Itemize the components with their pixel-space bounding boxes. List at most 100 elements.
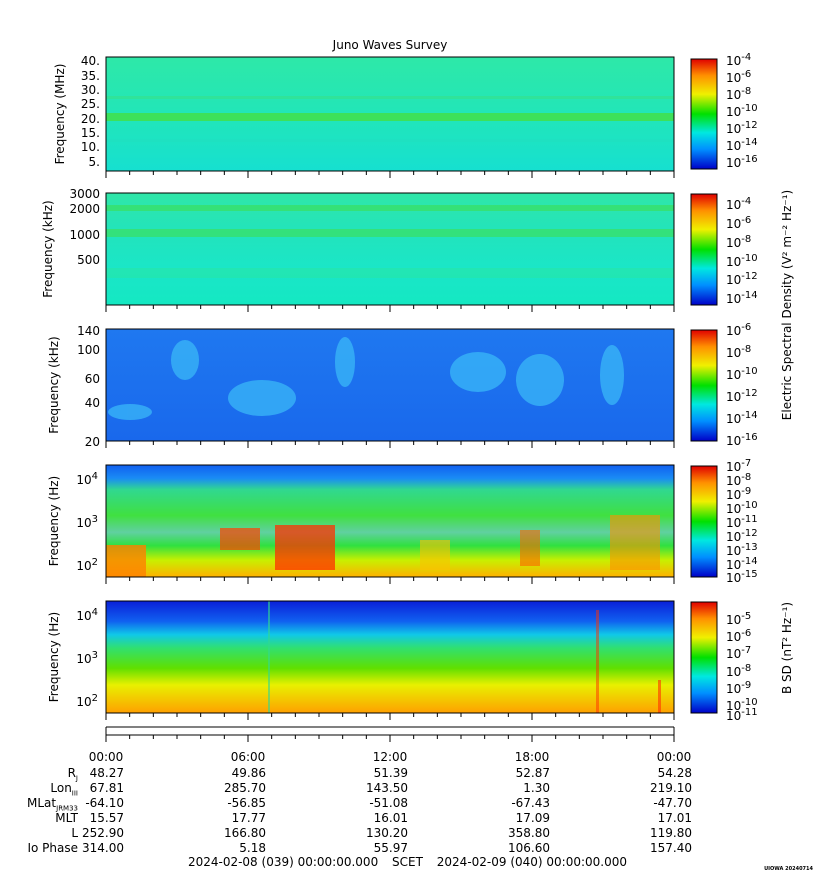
panel-5-yticks: 104 103 102 <box>76 607 98 709</box>
ephemeris-value: 54.28 <box>657 766 692 780</box>
footer-end: 2024-02-09 (040) 00:00:00.000 <box>436 855 628 869</box>
cbar-tick: 10-5 <box>726 611 751 627</box>
panel-3-spectrogram <box>106 329 674 441</box>
panel-5-colorbar <box>690 601 718 714</box>
panel-1-yticks: 40. 35. 30. 25. 20. 15. 10. 5. <box>81 54 100 169</box>
panel-1-band <box>106 96 674 99</box>
ytick-label: 2000 <box>69 202 100 216</box>
cbar-tick: 10-15 <box>726 569 758 585</box>
panel-2-colorbar <box>690 193 718 306</box>
cbar-tick: 10-6 <box>726 215 751 231</box>
ephemeris-row-label: L <box>71 826 78 840</box>
emission-patch <box>516 354 564 406</box>
cbar-exp: -12 <box>741 528 757 539</box>
cbar-exp: -11 <box>741 514 757 525</box>
footer-start: 2024-02-08 (039) 00:00:00.000 <box>187 855 379 869</box>
ytick-exp: 2 <box>92 557 98 568</box>
time-tick-label: 00:00 <box>656 750 692 764</box>
panel-3: Frequency (kHz) 140 100 60 40 20 10-6 10… <box>47 322 758 449</box>
time-tick-label: 06:00 <box>230 750 266 764</box>
panel-1: Frequency (MHz) 40. 35. 30. 25. 20. 15. … <box>53 52 758 172</box>
electric-colorbar-label: Electric Spectral Density (V² m⁻² Hz⁻¹) <box>780 190 794 420</box>
ytick-label: 100 <box>77 343 100 357</box>
panel-5-ylabel: Frequency (Hz) <box>47 612 61 703</box>
figure-title: Juno Waves Survey <box>332 38 448 52</box>
emission-patch <box>228 380 296 416</box>
cbar-tick: 10-10 <box>726 366 758 382</box>
ytick-label: 30. <box>81 83 100 97</box>
emission-line <box>268 601 270 713</box>
panel-4-yticks: 104 103 102 <box>76 471 98 573</box>
ephemeris-row-sub: J <box>75 774 78 783</box>
cbar-tick: 10-8 <box>726 344 751 360</box>
ephemeris-value: 15.57 <box>89 811 124 825</box>
cbar-tick: 10-12 <box>726 388 758 404</box>
panel-4-colorbar-ticks: 10-7 10-8 10-9 10-10 10-11 10-12 10-13 1… <box>726 458 758 585</box>
ytick-exp: 4 <box>92 607 98 618</box>
ephemeris-value: 119.80 <box>650 826 692 840</box>
cbar-tick: 10-14 <box>726 290 758 306</box>
ytick-label: 35. <box>81 69 100 83</box>
ytick-label: 40 <box>85 396 100 410</box>
panel-1-colorbar <box>690 58 718 170</box>
ephemeris-value: 166.80 <box>224 826 266 840</box>
cbar-exp: -15 <box>741 569 757 580</box>
ytick-label: 20 <box>85 435 100 449</box>
cbar-exp: -8 <box>741 86 751 97</box>
magnetic-label-main: B SD (nT² Hz⁻¹) <box>780 602 794 694</box>
emission-patch <box>420 540 450 570</box>
ephemeris-row-sub: III <box>71 789 78 798</box>
ytick-label: 3000 <box>69 187 100 201</box>
ephemeris-table: RJ 48.27 49.86 51.39 52.87 54.28 LonIII 67.81 28… <box>0 765 815 855</box>
cbar-exp: -12 <box>741 388 757 399</box>
ephemeris-value: 17.09 <box>515 811 550 825</box>
ephemeris-value: 1.30 <box>523 781 550 795</box>
ephemeris-value: 130.20 <box>366 826 408 840</box>
cbar-exp: -13 <box>741 542 757 553</box>
emission-line <box>596 610 599 713</box>
cbar-tick: 10-8 <box>726 663 751 679</box>
ephemeris-row-label: RJ <box>67 766 78 783</box>
ytick-label: 40. <box>81 54 100 68</box>
ephemeris-row-sub: JRM33 <box>56 804 78 813</box>
cbar-tick: 10-6 <box>726 628 751 644</box>
panel-1-band <box>106 139 674 142</box>
panel-4-spectrogram <box>106 465 674 577</box>
cbar-tick: 10-4 <box>726 52 751 68</box>
ephemeris-value: 106.60 <box>508 841 550 855</box>
panel-5-colorbar-ticks: 10-5 10-6 10-7 10-8 10-9 10-10 10-11 <box>726 611 758 723</box>
cbar-tick: 10-16 <box>726 154 758 170</box>
ephemeris-row-label: LonIII <box>50 781 78 798</box>
ephemeris-value: 55.97 <box>373 841 408 855</box>
panel-2-yticks: 3000 2000 1000 500 <box>69 187 100 267</box>
cbar-exp: -6 <box>741 628 751 639</box>
ephemeris-value: 51.39 <box>373 766 408 780</box>
panel-3-ylabel: Frequency (kHz) <box>47 336 61 433</box>
ytick-label: 104 <box>76 471 98 487</box>
panel-4-colorbar <box>690 465 718 578</box>
cbar-exp: -16 <box>741 432 757 443</box>
emission-patch <box>171 340 199 380</box>
ephemeris-value: 48.27 <box>89 766 124 780</box>
ephemeris-value: -47.70 <box>653 796 692 810</box>
panel-2-ylabel: Frequency (kHz) <box>41 200 55 297</box>
ephemeris-value: 16.01 <box>373 811 408 825</box>
emission-patch <box>220 528 260 550</box>
panel-2-spectrogram <box>106 193 674 305</box>
cbar-tick: 10-10 <box>726 103 758 119</box>
ephemeris-value: -56.85 <box>227 796 266 810</box>
panel-3-yticks: 140 100 60 40 20 <box>77 324 100 449</box>
panel-2-band <box>106 268 674 278</box>
ephemeris-value: 67.81 <box>89 781 124 795</box>
ephemeris-value: 17.01 <box>657 811 692 825</box>
ytick-label: 102 <box>76 693 98 709</box>
panel-3-colorbar-ticks: 10-6 10-8 10-10 10-12 10-14 10-16 <box>726 322 758 448</box>
emission-patch <box>520 530 540 566</box>
cbar-tick: 10-9 <box>726 680 751 696</box>
ephemeris-value: 157.40 <box>650 841 692 855</box>
panel-1-ylabel: Frequency (MHz) <box>53 64 67 165</box>
ytick-label: 15. <box>81 126 100 140</box>
cbar-exp: -14 <box>741 290 757 301</box>
cbar-exp: -10 <box>741 697 757 708</box>
